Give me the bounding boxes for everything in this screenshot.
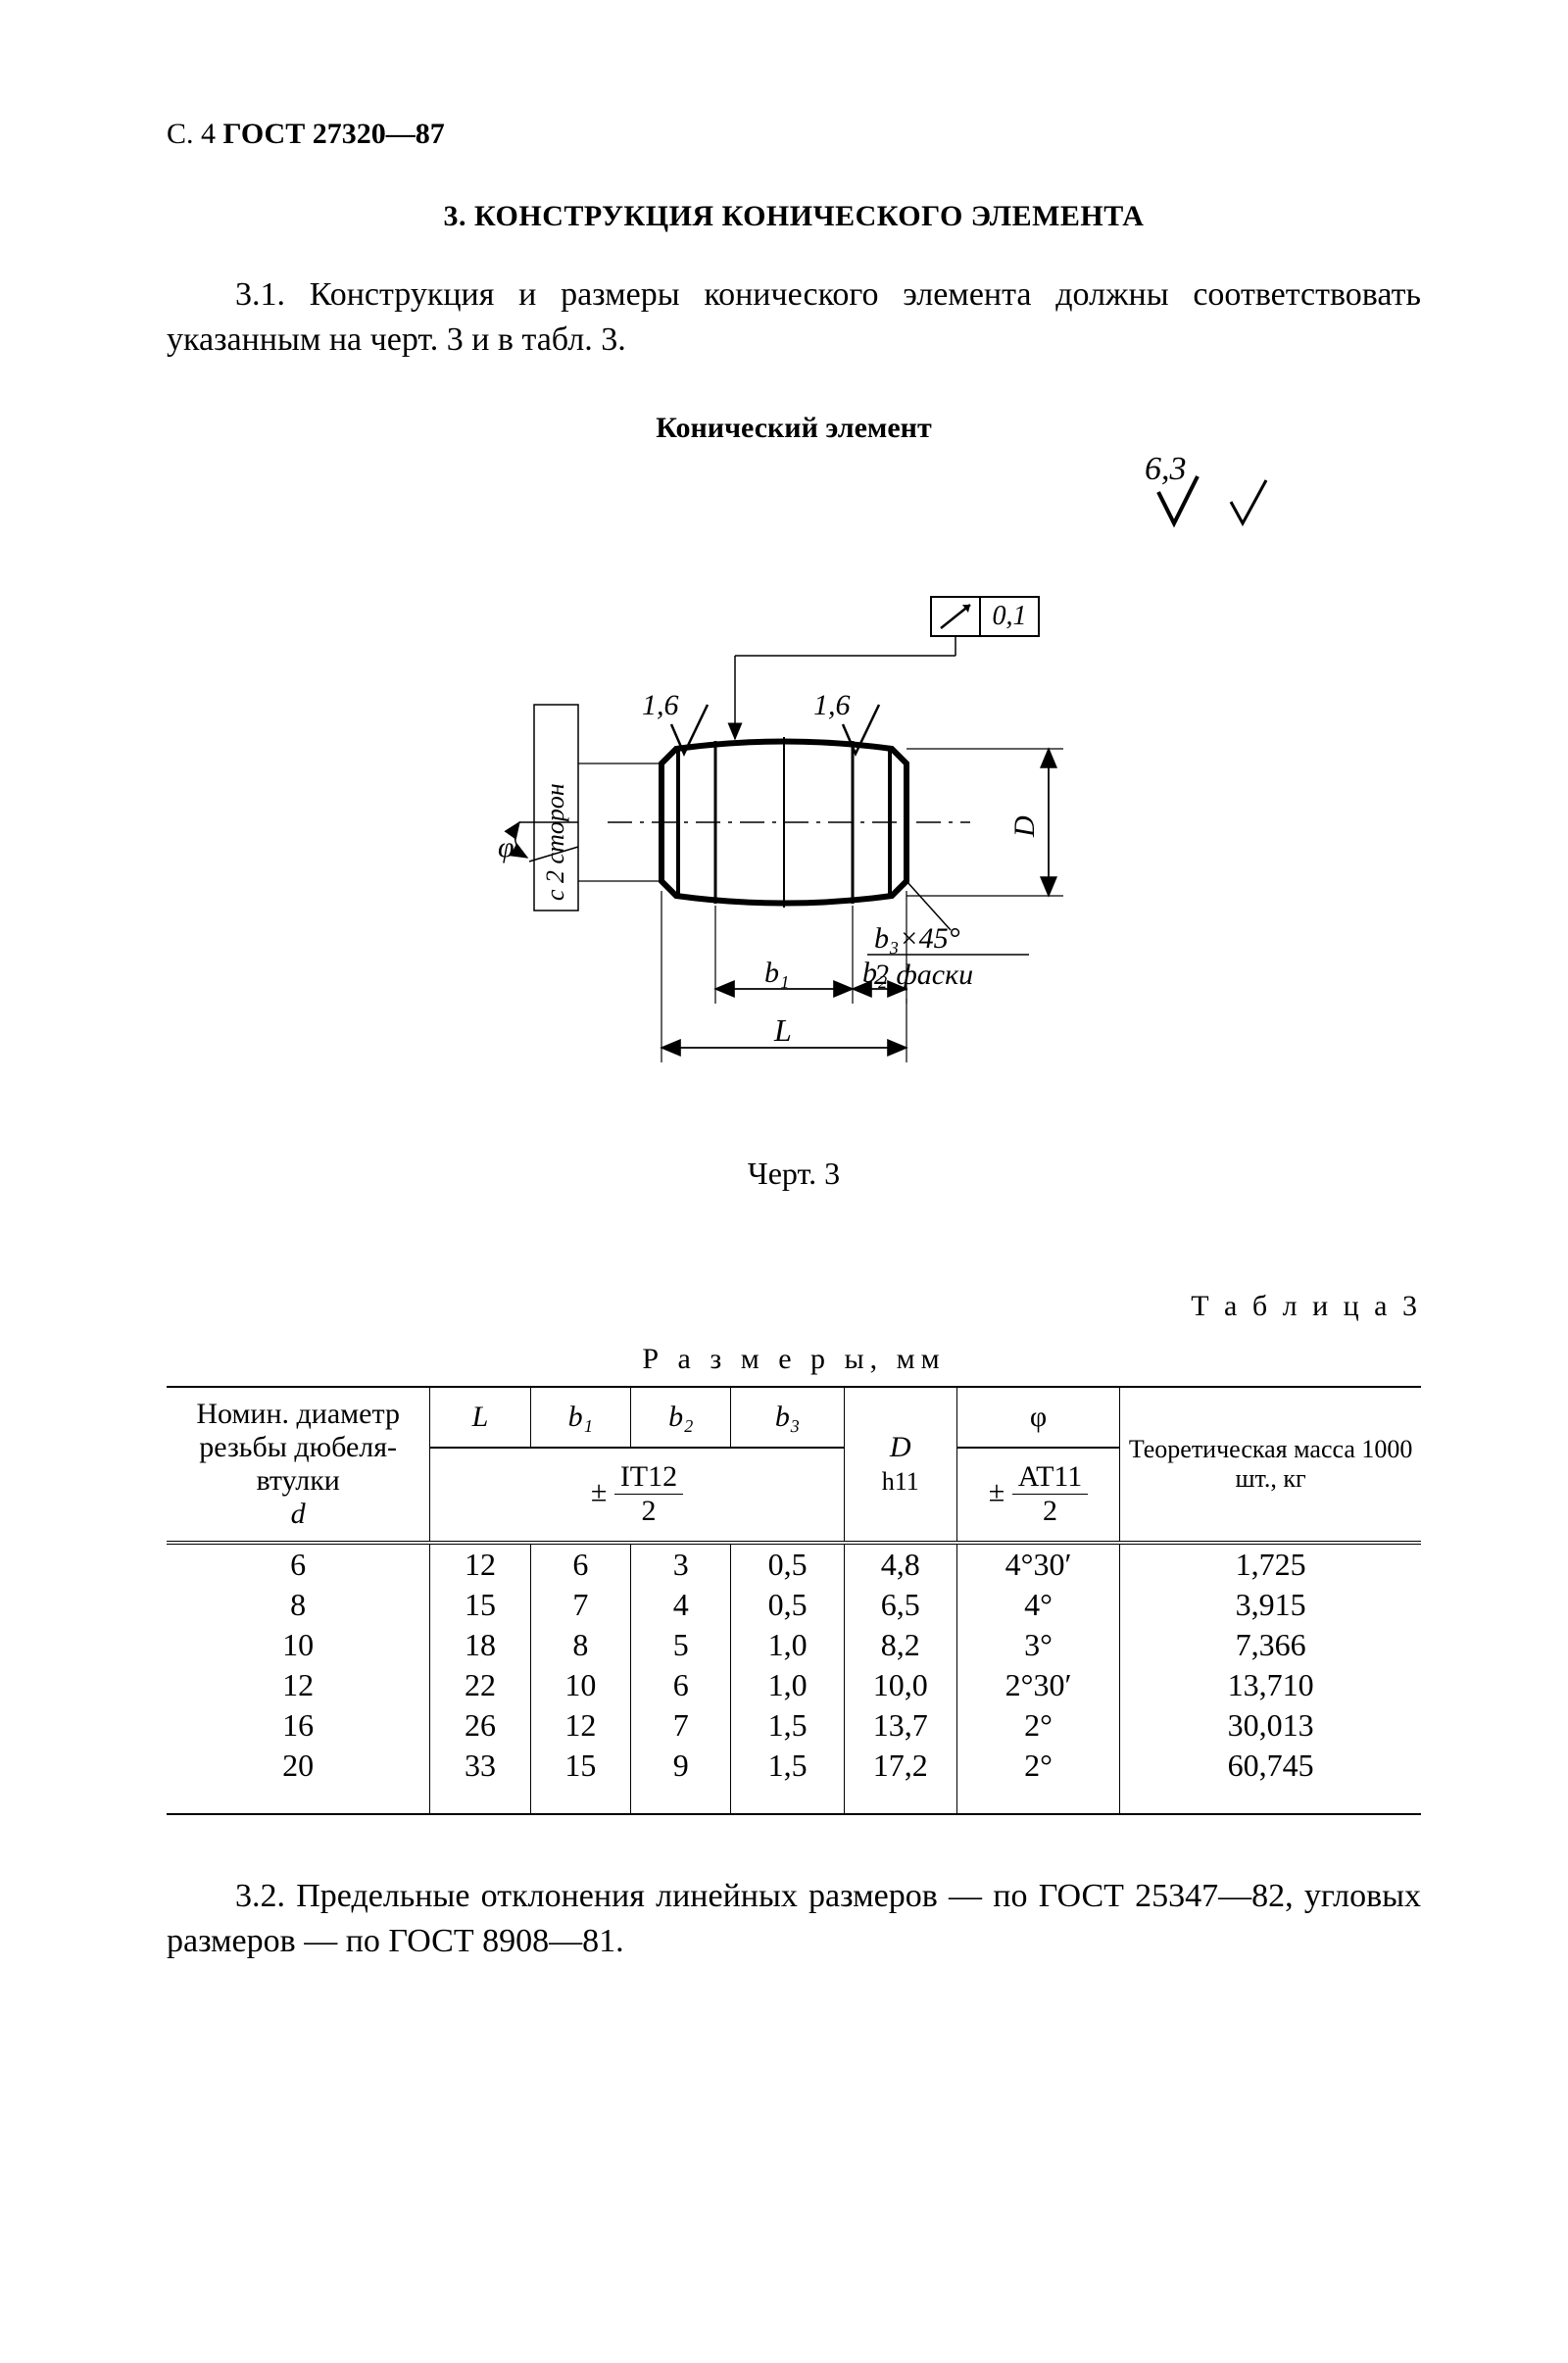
col-L: L — [430, 1387, 530, 1448]
table-cell: 8 — [167, 1585, 430, 1625]
page: С. 4 ГОСТ 27320—87 3. КОНСТРУКЦИЯ КОНИЧЕ… — [0, 0, 1568, 2363]
table-cell: 2° — [956, 1746, 1119, 1814]
table-cell: 4° — [956, 1585, 1119, 1625]
table-cell: 60,745 — [1120, 1746, 1421, 1814]
table-cell: 5 — [631, 1625, 731, 1665]
col-D-tol: h11 — [882, 1467, 919, 1496]
table-cell: 6 — [631, 1665, 731, 1705]
page-header: С. 4 ГОСТ 27320—87 — [167, 118, 1421, 151]
table-cell: 6,5 — [844, 1585, 956, 1625]
tolerance-frame: 0,1 — [735, 597, 1039, 739]
table-cell: 10 — [530, 1665, 630, 1705]
table-cell: 15 — [530, 1746, 630, 1814]
table-cell: 16 — [167, 1705, 430, 1746]
roughness-block: 6,3 — [1156, 474, 1274, 528]
svg-text:1,6: 1,6 — [642, 689, 679, 721]
page-header-standard: ГОСТ 27320—87 — [223, 118, 445, 150]
table-cell: 10 — [167, 1625, 430, 1665]
table-cell: 1,0 — [731, 1665, 844, 1705]
figure-block: 6,3 — [167, 474, 1421, 1251]
svg-text:2 фаски: 2 фаски — [874, 959, 973, 991]
table-cell: 4,8 — [844, 1543, 956, 1585]
table-cell: 2° — [956, 1705, 1119, 1746]
col-b2: b₂ — [631, 1387, 731, 1448]
table-cell: 3 — [631, 1543, 731, 1585]
tol-at11-pm: ± — [989, 1476, 1004, 1508]
col-d-sym: d — [174, 1498, 421, 1531]
table-cell: 6 — [530, 1543, 630, 1585]
svg-text:с 2 сторон: с 2 сторон — [541, 783, 569, 901]
table-cell: 8 — [530, 1625, 630, 1665]
table-cell: 1,5 — [731, 1746, 844, 1814]
table-number: Т а б л и ц а 3 — [167, 1290, 1421, 1323]
tol-it12-den: 2 — [614, 1495, 683, 1526]
table-cell: 0,5 — [731, 1585, 844, 1625]
table-cell: 30,013 — [1120, 1705, 1421, 1746]
table-cell: 18 — [430, 1625, 530, 1665]
table-cell: 1,0 — [731, 1625, 844, 1665]
table-cell: 12 — [167, 1665, 430, 1705]
table-cell: 13,710 — [1120, 1665, 1421, 1705]
svg-text:b₁: b₁ — [764, 957, 789, 989]
table-cell: 10,0 — [844, 1665, 956, 1705]
figure-caption: Черт. 3 — [748, 1156, 840, 1192]
table-supertitle: Р а з м е р ы, мм — [167, 1343, 1421, 1376]
table-cell: 20 — [167, 1746, 430, 1814]
table-cell: 33 — [430, 1746, 530, 1814]
table-cell: 3° — [956, 1625, 1119, 1665]
section-title: 3. КОНСТРУКЦИЯ КОНИЧЕСКОГО ЭЛЕМЕНТА — [167, 200, 1421, 233]
table-cell: 26 — [430, 1705, 530, 1746]
svg-text:b₃×45°: b₃×45° — [874, 922, 960, 955]
svg-text:D: D — [1008, 815, 1041, 838]
drawing: 0,1 1,6 1,6 с 2 сторон — [421, 567, 1166, 1116]
tol-at11-num: AT11 — [1012, 1462, 1089, 1495]
table-cell: 0,5 — [731, 1543, 844, 1585]
page-header-prefix: С. 4 — [167, 118, 223, 150]
table-cell: 4°30′ — [956, 1543, 1119, 1585]
table-cell: 1,725 — [1120, 1543, 1421, 1585]
table-cell: 12 — [530, 1705, 630, 1746]
col-b3: b₃ — [731, 1387, 844, 1448]
col-d-title: Номин. диаметр резьбы дюбеля-втулки — [174, 1398, 421, 1498]
tol-at11-den: 2 — [1012, 1495, 1089, 1526]
table-cell: 9 — [631, 1746, 731, 1814]
col-mass: Теоретическая масса 1000 шт., кг — [1120, 1387, 1421, 1543]
para-3-2: 3.2. Предельные отклонения линейных разм… — [167, 1874, 1421, 1964]
col-b1: b₁ — [530, 1387, 630, 1448]
svg-text:L: L — [773, 1012, 792, 1048]
element-body — [578, 737, 970, 908]
side-note: с 2 сторон — [534, 705, 578, 911]
table-3: Номин. диаметр резьбы дюбеля-втулки d L … — [167, 1386, 1421, 1815]
table-cell: 17,2 — [844, 1746, 956, 1814]
col-phi: φ — [1030, 1401, 1047, 1433]
tol-it12-num: IT12 — [614, 1462, 683, 1495]
tol-it12-pm: ± — [591, 1476, 607, 1508]
table-cell: 4 — [631, 1585, 731, 1625]
table-cell: 8,2 — [844, 1625, 956, 1665]
tol-value: 0,1 — [993, 601, 1027, 631]
roughness-symbol-aux — [1225, 474, 1274, 528]
roughness-value: 6,3 — [1145, 451, 1187, 488]
svg-text:φ: φ — [498, 831, 514, 863]
svg-text:1,6: 1,6 — [813, 689, 851, 721]
table-cell: 7,366 — [1120, 1625, 1421, 1665]
table-cell: 7 — [530, 1585, 630, 1625]
table-cell: 1,5 — [731, 1705, 844, 1746]
svg-text:b₂: b₂ — [862, 957, 887, 989]
table-cell: 12 — [430, 1543, 530, 1585]
col-D: D — [890, 1431, 911, 1463]
table-cell: 7 — [631, 1705, 731, 1746]
table-cell: 13,7 — [844, 1705, 956, 1746]
para-3-1: 3.1. Конструкция и размеры конического э… — [167, 272, 1421, 363]
table-cell: 22 — [430, 1665, 530, 1705]
table-cell: 6 — [167, 1543, 430, 1585]
table-cell: 3,915 — [1120, 1585, 1421, 1625]
table-cell: 15 — [430, 1585, 530, 1625]
table-cell: 2°30′ — [956, 1665, 1119, 1705]
figure-title: Конический элемент — [167, 412, 1421, 445]
